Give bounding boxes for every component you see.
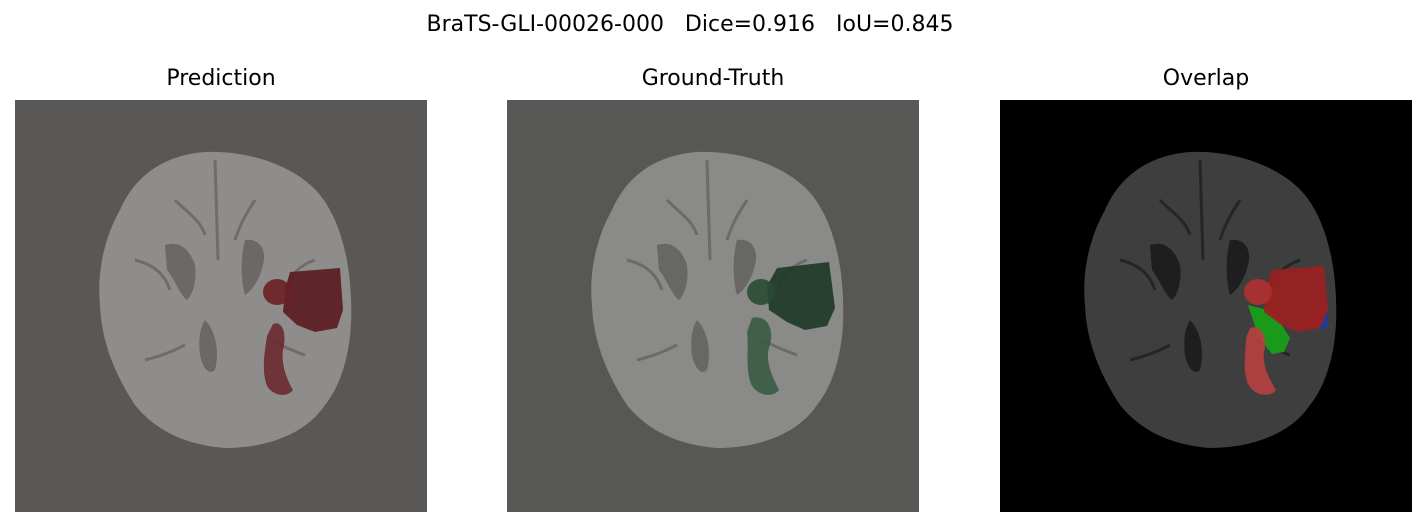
brain-outline [99,151,352,448]
prediction-image [15,100,427,512]
overlap-image [1000,100,1412,512]
overlap-tumor-core [1264,266,1328,332]
brain-outline [1084,151,1337,448]
gt-only-region [1248,305,1290,354]
ground-truth-image [507,100,919,512]
prediction-title: Prediction [166,66,276,91]
left-ventricle [657,243,688,300]
ground-truth-tumor-tail [747,317,779,395]
ventricle-posterior [1184,320,1202,372]
prediction-tumor-core [283,268,343,332]
left-ventricle [1150,243,1181,300]
brain-outline [591,151,844,448]
left-ventricle [165,243,196,300]
brain-sulci [134,159,316,362]
ground-truth-tumor-core [767,262,835,330]
right-ventricle [1226,239,1250,295]
prediction-tumor-tail [263,323,293,395]
prediction-tumor-blob [263,279,291,305]
overlap-title: Overlap [1162,66,1250,91]
ground-truth-tumor-blob [747,279,775,305]
ventricle-posterior [199,320,217,372]
right-ventricle [241,239,265,295]
figure-title: BraTS-GLI-00026-000 Dice=0.916 IoU=0.845 [426,12,954,37]
right-ventricle [733,239,757,295]
overlap-tumor-blob [1244,279,1272,305]
ventricle-posterior [691,320,709,372]
ground-truth-title: Ground-Truth [641,66,785,91]
overlap-tumor-tail [1244,327,1276,395]
